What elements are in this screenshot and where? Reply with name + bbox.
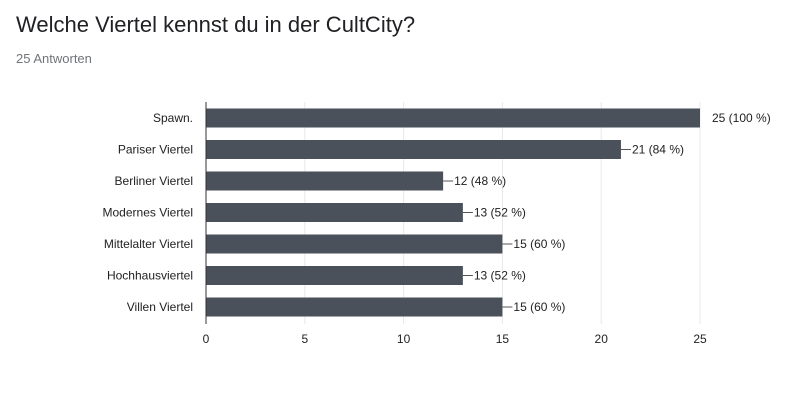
data-label: 13 (52 %) [474,206,526,220]
category-labels: Spawn. Pariser Viertel Berliner Viertel Mod… [103,111,194,314]
bar [206,171,444,191]
bar [206,297,503,317]
category-label: Hochhausviertel [107,269,193,283]
x-tick-label: 25 [693,332,707,346]
bar [206,266,463,285]
chart-title: Welche Viertel kennst du in der CultCity… [16,12,416,37]
bar [206,108,700,128]
data-label: 15 (60 %) [513,237,565,251]
data-label: 25 (100 %) [712,111,771,125]
category-label: Modernes Viertel [103,206,194,220]
category-label: Mittelalter Viertel [104,237,193,251]
category-label: Spawn. [153,111,193,125]
x-tick-label: 15 [496,332,510,346]
data-label: 12 (48 %) [454,174,506,188]
data-label: 15 (60 %) [513,300,565,314]
data-label: 13 (52 %) [474,269,526,283]
data-label: 21 (84 %) [632,143,684,157]
data-labels: 25 (100 %) 21 (84 %) 12 (48 %) 13 (52 %) 15 … [443,111,771,314]
bars [206,108,700,317]
x-tick-label: 10 [397,332,411,346]
x-axis-ticks: 0 5 10 15 20 25 [203,332,707,346]
bar [206,203,463,222]
response-count: 25 Antworten [16,51,92,66]
bar [206,234,503,254]
bar [206,140,621,159]
category-label: Pariser Viertel [118,143,193,157]
category-label: Berliner Viertel [115,174,193,188]
x-tick-label: 5 [301,332,308,346]
x-tick-label: 20 [595,332,609,346]
x-tick-label: 0 [203,332,210,346]
category-label: Villen Viertel [127,300,193,314]
